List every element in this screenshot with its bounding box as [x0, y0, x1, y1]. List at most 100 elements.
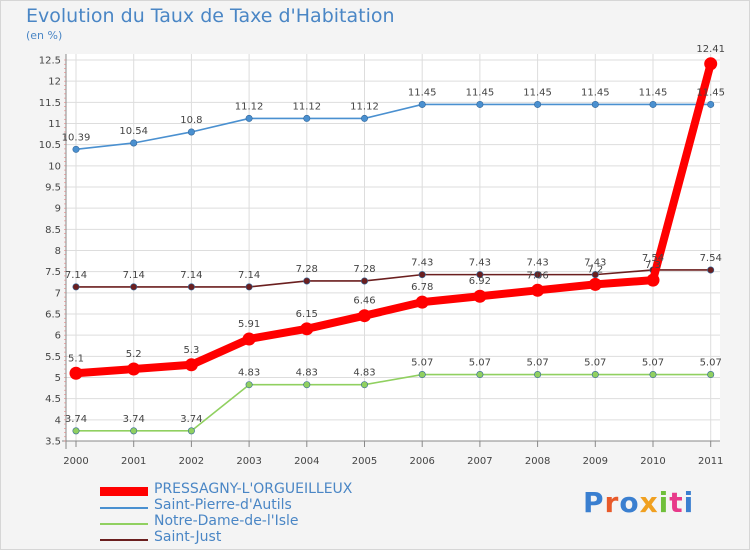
y-tick-label: 4.5 — [45, 394, 61, 405]
data-point — [72, 145, 80, 153]
y-tick-label: 6.5 — [45, 310, 61, 321]
x-tick-label: 2002 — [179, 456, 204, 467]
data-label: 6.92 — [469, 276, 491, 287]
y-tick-label: 11.5 — [39, 98, 61, 109]
data-label: 7.54 — [642, 253, 664, 264]
data-point — [245, 114, 253, 122]
data-label: 3.74 — [123, 414, 145, 425]
data-label: 7.54 — [700, 253, 722, 264]
y-axis-unit: (en %) — [26, 29, 63, 42]
y-tick-label: 5 — [55, 373, 61, 384]
x-tick-label: 2004 — [294, 456, 319, 467]
y-tick-label: 5.5 — [45, 352, 61, 363]
data-point — [476, 100, 484, 108]
y-tick-label: 12 — [48, 77, 61, 88]
data-label: 5.07 — [411, 358, 433, 369]
data-label: 7.14 — [65, 270, 87, 281]
data-point — [187, 283, 195, 291]
y-tick-label: 7.5 — [45, 267, 61, 278]
data-label: 11.12 — [292, 101, 321, 112]
y-tick-label: 8 — [55, 246, 61, 257]
data-point — [707, 266, 715, 274]
series-line — [76, 269, 711, 288]
data-label: 7.43 — [584, 258, 606, 269]
data-point — [360, 381, 368, 389]
data-label: 10.39 — [62, 132, 91, 143]
data-point — [245, 381, 253, 389]
data-point — [184, 358, 198, 372]
data-label: 4.83 — [238, 368, 260, 379]
data-point — [534, 271, 542, 279]
data-point — [418, 100, 426, 108]
data-point — [187, 128, 195, 136]
data-label: 11.45 — [523, 87, 552, 98]
data-point — [707, 371, 715, 379]
x-tick-label: 2001 — [121, 456, 146, 467]
data-point — [130, 283, 138, 291]
data-point — [187, 427, 195, 435]
data-point — [476, 371, 484, 379]
data-label: 7.43 — [526, 258, 548, 269]
data-point — [591, 371, 599, 379]
legend-swatch — [100, 523, 148, 525]
data-point — [531, 283, 545, 297]
data-point — [300, 322, 314, 336]
data-label: 7.14 — [123, 270, 145, 281]
data-point — [245, 283, 253, 291]
data-label: 10.54 — [119, 126, 148, 137]
x-tick-label: 2007 — [467, 456, 492, 467]
y-tick-label: 6 — [55, 331, 61, 342]
legend-swatch — [100, 487, 148, 496]
data-label: 5.3 — [183, 345, 199, 356]
chart-title: Evolution du Taux de Taxe d'Habitation — [26, 5, 395, 27]
legend-label: Saint-Just — [154, 529, 222, 545]
y-tick-label: 9 — [55, 204, 61, 215]
data-point — [704, 57, 718, 71]
data-label: 7.43 — [411, 258, 433, 269]
x-tick-label: 2010 — [640, 456, 665, 467]
data-point — [534, 371, 542, 379]
data-label: 11.45 — [408, 87, 437, 98]
x-tick-label: 2003 — [236, 456, 261, 467]
data-label: 5.07 — [642, 358, 664, 369]
legend-swatch — [100, 539, 148, 541]
data-point — [649, 371, 657, 379]
data-label: 7.2 — [587, 264, 603, 275]
data-label: 5.07 — [584, 358, 606, 369]
x-tick-label: 2011 — [698, 456, 723, 467]
y-tick-label: 8.5 — [45, 225, 61, 236]
data-point — [69, 366, 83, 380]
data-point — [303, 277, 311, 285]
data-point — [130, 427, 138, 435]
data-label: 7.28 — [353, 264, 375, 275]
data-point — [415, 295, 429, 309]
data-label: 12.41 — [696, 44, 725, 55]
data-label: 11.45 — [639, 87, 668, 98]
data-label: 6.15 — [296, 309, 318, 320]
data-label: 7.14 — [238, 270, 260, 281]
proxiti-logo: Proxiti — [583, 486, 695, 519]
data-point — [707, 100, 715, 108]
data-point — [72, 283, 80, 291]
data-point — [358, 309, 371, 323]
series-line — [76, 373, 711, 432]
data-point — [473, 289, 487, 303]
plot-area — [66, 54, 720, 441]
data-label: 7.3 — [645, 260, 661, 271]
series-line — [75, 62, 715, 378]
data-point — [360, 114, 368, 122]
y-tick-label: 12.5 — [39, 56, 61, 67]
data-label: 7.14 — [180, 270, 202, 281]
y-tick-label: 11 — [48, 119, 61, 130]
data-label: 6.46 — [353, 296, 375, 307]
data-point — [418, 271, 426, 279]
legend-label: Saint-Pierre-d'Autils — [154, 497, 292, 513]
x-tick-label: 2005 — [352, 456, 377, 467]
data-point — [72, 427, 80, 435]
data-label: 3.74 — [180, 414, 202, 425]
data-label: 11.12 — [350, 101, 379, 112]
data-label: 7.43 — [469, 258, 491, 269]
data-label: 11.45 — [696, 87, 725, 98]
data-label: 10.8 — [180, 115, 202, 126]
